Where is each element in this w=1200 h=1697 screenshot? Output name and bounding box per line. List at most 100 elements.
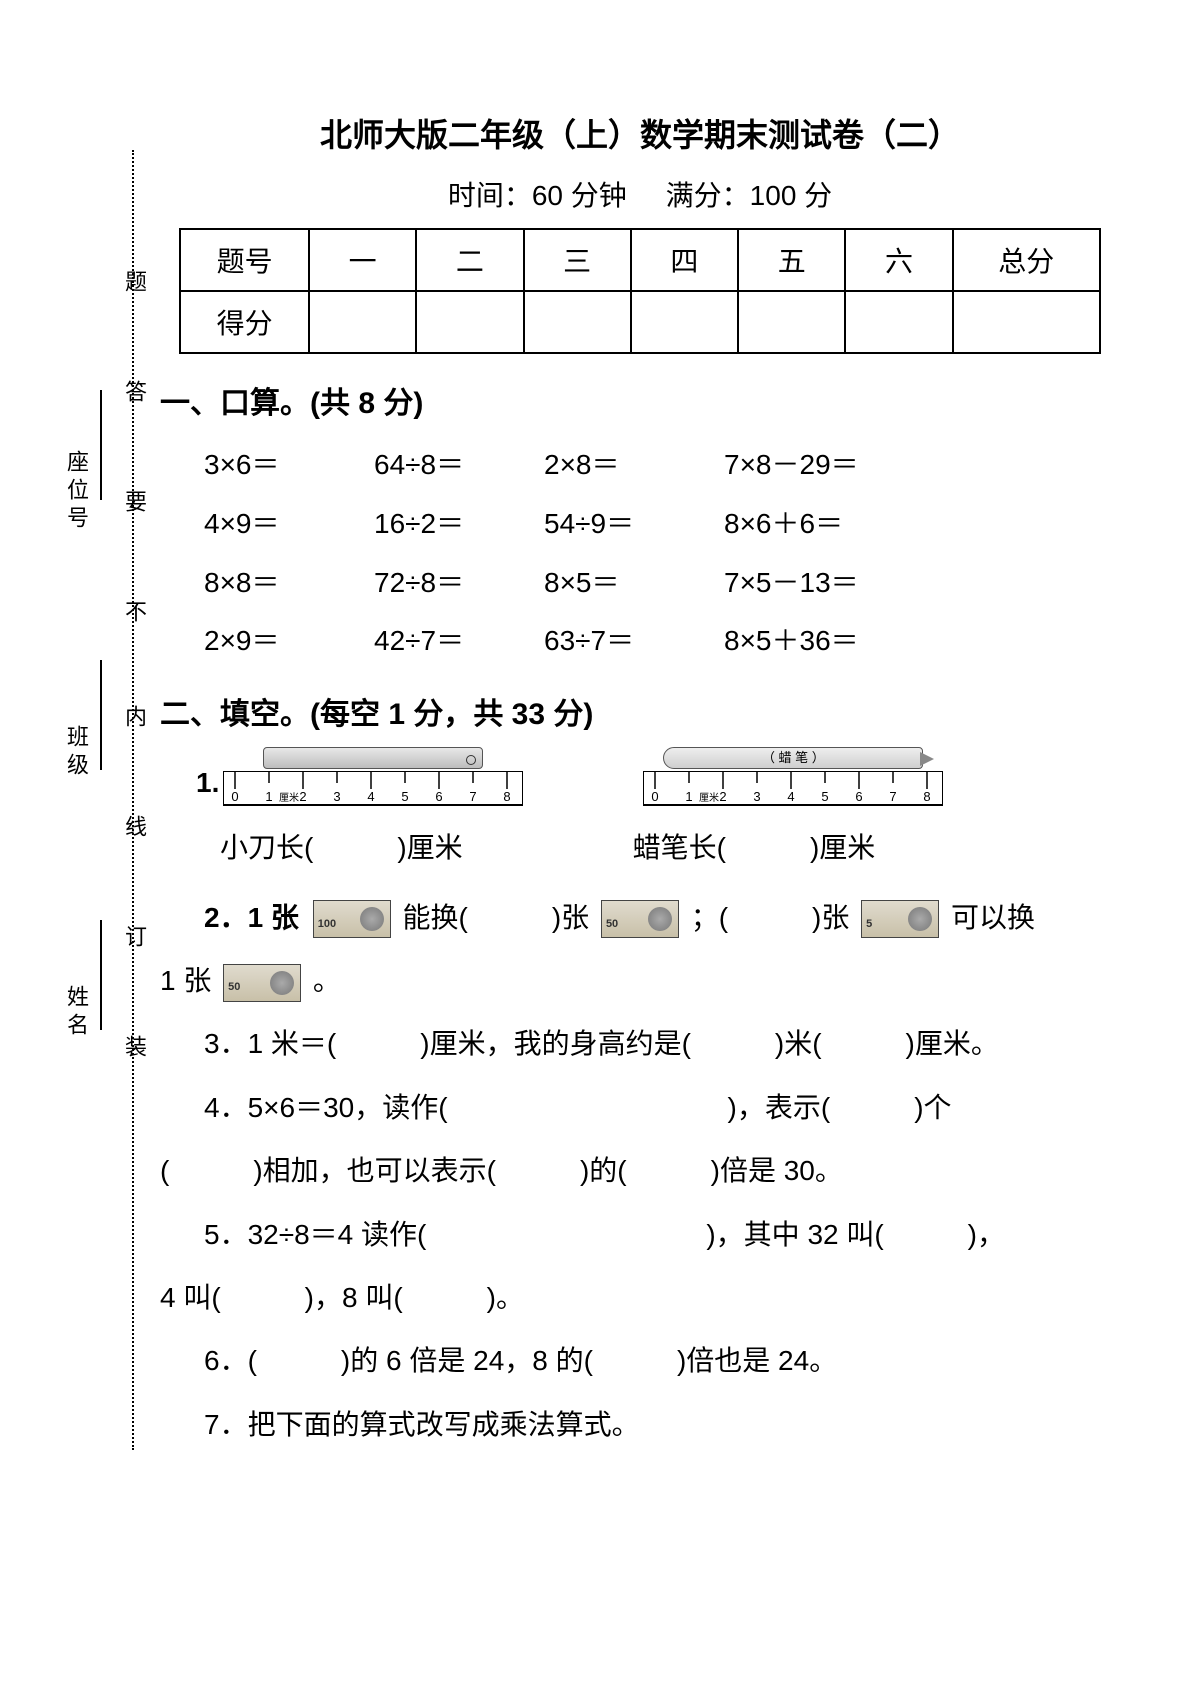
svg-text:6: 6 xyxy=(856,789,863,804)
calc-cell: 16÷2＝ xyxy=(374,495,544,554)
svg-text:厘米: 厘米 xyxy=(279,791,299,804)
calc-cell: 54÷9＝ xyxy=(544,495,724,554)
q1-number: 1. xyxy=(196,754,219,811)
score-value-row: 得分 xyxy=(180,291,1100,353)
calc-row: 8×8＝ 72÷8＝ 8×5＝ 7×5－13＝ xyxy=(204,554,1120,613)
svg-text:8: 8 xyxy=(504,789,511,804)
calc-cell: 2×9＝ xyxy=(204,612,374,671)
calc-cell: 42÷7＝ xyxy=(374,612,544,671)
q1-knife-text: 小刀长( )厘米 xyxy=(220,819,463,876)
calc-cell: 8×5＝ xyxy=(544,554,724,613)
crayon-ruler-figure: （ 蜡 笔 ） 01厘米 234 5678 xyxy=(643,747,943,811)
score-cell xyxy=(953,291,1100,353)
q6: 6．( )的 6 倍是 24，8 的( )倍也是 24。 xyxy=(160,1332,1120,1389)
q5-line2: 4 叫( )，8 叫( )。 xyxy=(160,1269,1120,1326)
q7: 7．把下面的算式改写成乘法算式。 xyxy=(160,1396,1120,1453)
binding-label-name: 姓名 xyxy=(60,985,92,1041)
svg-text:5: 5 xyxy=(822,789,829,804)
knife-icon xyxy=(263,747,483,769)
crayon-label: （ 蜡 笔 ） xyxy=(762,745,825,772)
svg-text:1: 1 xyxy=(266,789,273,804)
calc-cell: 8×6＋6＝ xyxy=(724,495,1120,554)
fill-block: 1. 0 1 厘米 2 3 4 xyxy=(160,747,1120,1453)
fullscore-text: 满分：100 分 xyxy=(666,180,833,211)
binding-margin: 座位号 班级 姓名 题 答 要 不 内 线 订 装 xyxy=(60,150,150,1450)
svg-text:0: 0 xyxy=(652,789,659,804)
binding-char: 题 xyxy=(118,270,150,298)
money-value: 50 xyxy=(228,976,240,999)
binding-char: 订 xyxy=(118,925,150,953)
binding-char: 不 xyxy=(118,600,150,628)
calc-cell: 64÷8＝ xyxy=(374,436,544,495)
score-header-cell: 四 xyxy=(631,229,738,291)
money-5-icon: 5 xyxy=(861,900,939,938)
ruler-icon: 01厘米 234 5678 xyxy=(643,771,943,811)
section2-head: 二、填空。(每空 1 分，共 33 分) xyxy=(160,689,1120,733)
q3: 3．1 米＝( )厘米，我的身高约是( )米( )厘米。 xyxy=(160,1015,1120,1072)
q2-text-c: ；( )张 xyxy=(691,902,850,933)
svg-text:厘米: 厘米 xyxy=(699,791,719,804)
score-header-row: 题号 一 二 三 四 五 六 总分 xyxy=(180,229,1100,291)
score-row-label: 得分 xyxy=(180,291,309,353)
svg-text:7: 7 xyxy=(890,789,897,804)
money-value: 5 xyxy=(866,913,872,936)
score-header-cell: 五 xyxy=(738,229,845,291)
score-cell xyxy=(309,291,416,353)
calc-cell: 7×5－13＝ xyxy=(724,554,1120,613)
score-header-cell: 一 xyxy=(309,229,416,291)
calc-row: 4×9＝ 16÷2＝ 54÷9＝ 8×6＋6＝ xyxy=(204,495,1120,554)
q1-crayon-text: 蜡笔长( )厘米 xyxy=(633,819,876,876)
ruler-icon: 01厘米 234 5678 xyxy=(223,771,523,811)
money-100-icon: 100 xyxy=(313,900,391,938)
money-50-icon: 50 xyxy=(223,964,301,1002)
svg-text:2: 2 xyxy=(720,789,727,804)
calc-cell: 63÷7＝ xyxy=(544,612,724,671)
q5-line1: 5．32÷8＝4 读作( )，其中 32 叫( )， xyxy=(160,1206,1120,1263)
score-header-cell: 二 xyxy=(416,229,523,291)
page-subtitle: 时间：60 分钟 满分：100 分 xyxy=(160,174,1120,214)
binding-dotted-line xyxy=(132,150,134,1450)
score-header-cell: 题号 xyxy=(180,229,309,291)
calc-cell: 8×5＋36＝ xyxy=(724,612,1120,671)
svg-text:4: 4 xyxy=(788,789,795,804)
binding-char: 答 xyxy=(118,380,150,408)
knife-ruler-figure: 01厘米 234 5678 xyxy=(223,747,523,811)
q2-line1: 2．1 张 100 能换( )张 50 ；( )张 5 可以换 xyxy=(160,889,1120,946)
page-content: 北师大版二年级（上）数学期末测试卷（二） 时间：60 分钟 满分：100 分 题… xyxy=(160,110,1120,1459)
binding-solid-seg xyxy=(100,390,102,500)
q1-labels: 小刀长( )厘米 蜡笔长( )厘米 xyxy=(160,819,1120,876)
svg-text:5: 5 xyxy=(402,789,409,804)
svg-text:7: 7 xyxy=(470,789,477,804)
page-title: 北师大版二年级（上）数学期末测试卷（二） xyxy=(160,110,1120,156)
calc-cell: 2×8＝ xyxy=(544,436,724,495)
svg-text:2: 2 xyxy=(300,789,307,804)
binding-label-class: 班级 xyxy=(60,725,92,781)
svg-text:3: 3 xyxy=(754,789,761,804)
calc-grid: 3×6＝ 64÷8＝ 2×8＝ 7×8－29＝ 4×9＝ 16÷2＝ 54÷9＝… xyxy=(160,436,1120,671)
binding-solid-seg xyxy=(100,660,102,770)
money-value: 100 xyxy=(318,913,336,936)
score-cell xyxy=(845,291,952,353)
q2-text-e: 1 张 xyxy=(160,965,211,996)
calc-cell: 72÷8＝ xyxy=(374,554,544,613)
svg-text:3: 3 xyxy=(334,789,341,804)
binding-char: 要 xyxy=(118,490,150,518)
score-header-cell: 总分 xyxy=(953,229,1100,291)
money-50-icon: 50 xyxy=(601,900,679,938)
binding-solid-seg xyxy=(100,920,102,1030)
q2-text-f: 。 xyxy=(313,965,341,996)
calc-row: 3×6＝ 64÷8＝ 2×8＝ 7×8－29＝ xyxy=(204,436,1120,495)
calc-cell: 4×9＝ xyxy=(204,495,374,554)
binding-char: 内 xyxy=(118,705,150,733)
q2-text-d: 可以换 xyxy=(951,902,1035,933)
crayon-icon: （ 蜡 笔 ） xyxy=(663,747,923,769)
money-value: 50 xyxy=(606,913,618,936)
calc-cell: 7×8－29＝ xyxy=(724,436,1120,495)
section1-head: 一、口算。(共 8 分) xyxy=(160,378,1120,422)
svg-text:6: 6 xyxy=(436,789,443,804)
score-table: 题号 一 二 三 四 五 六 总分 得分 xyxy=(179,228,1101,354)
binding-char: 线 xyxy=(118,815,150,843)
score-header-cell: 三 xyxy=(524,229,631,291)
score-cell xyxy=(631,291,738,353)
q4-line2: ( )相加，也可以表示( )的( )倍是 30。 xyxy=(160,1142,1120,1199)
